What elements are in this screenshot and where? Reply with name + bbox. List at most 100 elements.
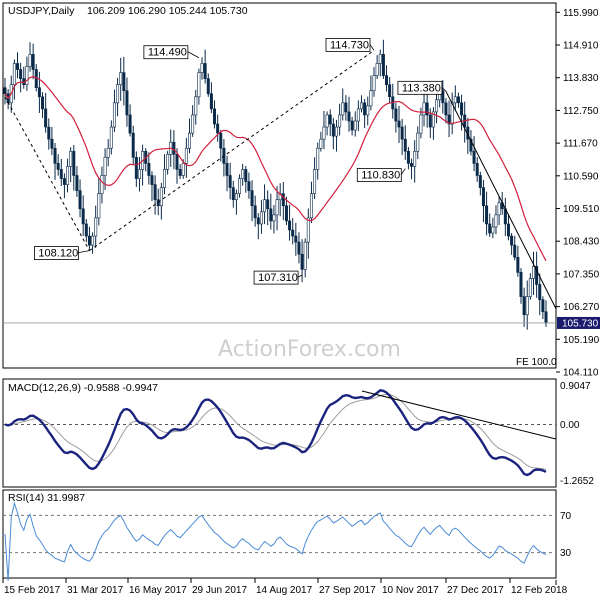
- macd-signal-line: [4, 393, 547, 470]
- x-tick-label: 31 Mar 2017: [67, 585, 124, 596]
- candle: [72, 144, 76, 191]
- candle: [28, 42, 32, 72]
- candle: [469, 130, 473, 156]
- candle: [494, 205, 498, 235]
- candle: [528, 273, 532, 300]
- candle: [206, 73, 210, 97]
- candle: [272, 205, 276, 234]
- svg-text:114.730: 114.730: [330, 39, 369, 51]
- candle: [137, 157, 141, 192]
- candle: [535, 251, 539, 298]
- candle: [341, 88, 345, 121]
- last-price-label: 105.730: [562, 318, 599, 329]
- macd-panel-frame: [2, 378, 557, 488]
- candle: [359, 95, 363, 113]
- candle: [375, 55, 379, 80]
- candle: [338, 103, 342, 136]
- price-annotation: 114.730: [325, 38, 375, 52]
- candle: [456, 92, 460, 108]
- candle: [244, 166, 248, 193]
- candle: [453, 85, 457, 112]
- candle: [231, 180, 235, 208]
- candle: [334, 119, 338, 152]
- candle: [506, 214, 510, 241]
- candle: [250, 180, 254, 222]
- candle: [44, 92, 48, 133]
- price-tick-label: 111.670: [563, 139, 598, 150]
- candle: [275, 185, 279, 231]
- macd-tick-bottom: -1.2652: [560, 476, 594, 487]
- watermark: ActionForex.com: [218, 337, 401, 362]
- candle: [247, 172, 251, 199]
- price-annotation: 113.380: [397, 80, 447, 95]
- candle: [12, 59, 16, 100]
- candle: [306, 208, 310, 259]
- candle: [259, 199, 263, 234]
- price-annotation: 110.830: [356, 168, 406, 182]
- candle: [269, 193, 273, 230]
- rsi-line: [4, 501, 547, 581]
- candle: [100, 166, 104, 204]
- macd-label: MACD(12,26,9) -0.9588 -0.9947: [8, 382, 158, 394]
- candle: [400, 118, 404, 156]
- price-tick-label: 110.590: [563, 171, 599, 182]
- candle: [216, 114, 220, 142]
- x-tick-label: 27 Dec 2017: [447, 585, 504, 596]
- price-tick-label: 114.910: [563, 41, 599, 52]
- candle: [69, 147, 73, 183]
- candle: [319, 131, 323, 152]
- x-tick-label: 15 Feb 2017: [4, 585, 61, 596]
- candle: [406, 147, 410, 170]
- candle: [356, 100, 360, 131]
- candle: [175, 148, 179, 184]
- candle: [488, 213, 492, 237]
- candle: [447, 100, 451, 138]
- candle: [288, 204, 292, 241]
- candle: [197, 68, 201, 105]
- candle: [81, 195, 85, 236]
- candle: [281, 181, 285, 221]
- candle: [538, 273, 542, 316]
- candle: [388, 76, 392, 103]
- candle: [303, 238, 307, 278]
- candle: [31, 43, 35, 80]
- candle: [344, 95, 348, 121]
- candle: [122, 56, 126, 106]
- candle: [188, 118, 192, 154]
- candle: [66, 158, 70, 193]
- macd-trendline: [361, 390, 557, 440]
- price-tick-label: 107.350: [563, 269, 600, 280]
- candle: [513, 235, 517, 261]
- x-tick-label: 27 Sep 2017: [319, 585, 376, 596]
- price-panel-frame: [2, 2, 557, 369]
- candle: [234, 189, 238, 215]
- candle: [25, 56, 29, 91]
- candle: [397, 105, 401, 143]
- rsi-label: RSI(14) 31.9987: [8, 492, 85, 504]
- candle: [331, 117, 335, 150]
- x-tick-label: 29 Jun 2017: [192, 585, 247, 596]
- candle: [166, 150, 170, 175]
- candle: [119, 57, 123, 101]
- x-tick-label: 10 Nov 2017: [382, 585, 439, 596]
- candle: [131, 125, 135, 166]
- candle: [159, 182, 163, 220]
- candle: [525, 280, 529, 330]
- price-tick-label: 108.430: [563, 237, 600, 248]
- candle: [116, 77, 120, 117]
- candle: [519, 268, 523, 304]
- candle: [228, 162, 232, 200]
- candle: [481, 179, 485, 223]
- candle: [213, 100, 217, 129]
- candle: [134, 151, 138, 187]
- candle: [56, 154, 60, 176]
- price-annotation: 108.120: [34, 246, 90, 260]
- candle: [153, 175, 157, 215]
- candle: [62, 173, 66, 199]
- candle: [162, 154, 166, 195]
- candle: [184, 137, 188, 178]
- candle: [256, 213, 260, 240]
- candle: [147, 152, 151, 185]
- candle: [516, 245, 520, 277]
- macd-tick-zero: 0.00: [560, 420, 580, 431]
